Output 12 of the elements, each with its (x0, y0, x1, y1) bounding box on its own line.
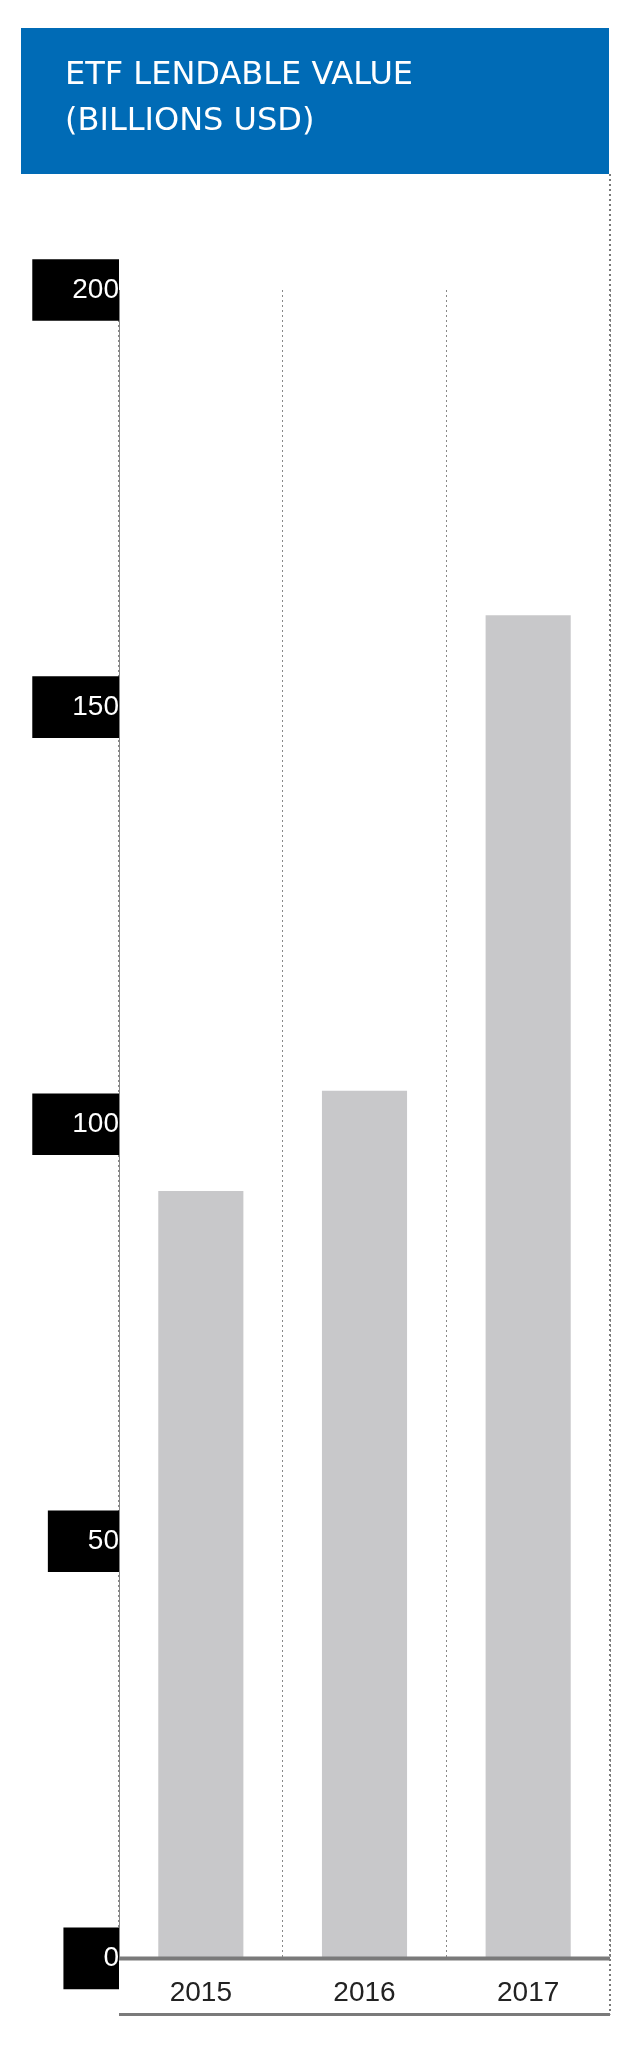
y-tick-label: 150 (72, 689, 119, 721)
y-tick-label: 100 (72, 1106, 119, 1138)
bar (158, 1190, 244, 1959)
y-tick-label: 50 (87, 1524, 119, 1556)
chart-title: ETF LENDABLE VALUE (BILLIONS USD) (21, 28, 609, 174)
y-tick-label: 200 (72, 272, 119, 304)
y-tick-label: 0 (103, 1941, 119, 1973)
bar (485, 615, 571, 1959)
bar (321, 1090, 408, 1959)
x-tick-label: 2017 (497, 1975, 560, 2007)
x-tick-label: 2016 (333, 1975, 396, 2007)
x-tick-label: 2015 (169, 1975, 232, 2007)
